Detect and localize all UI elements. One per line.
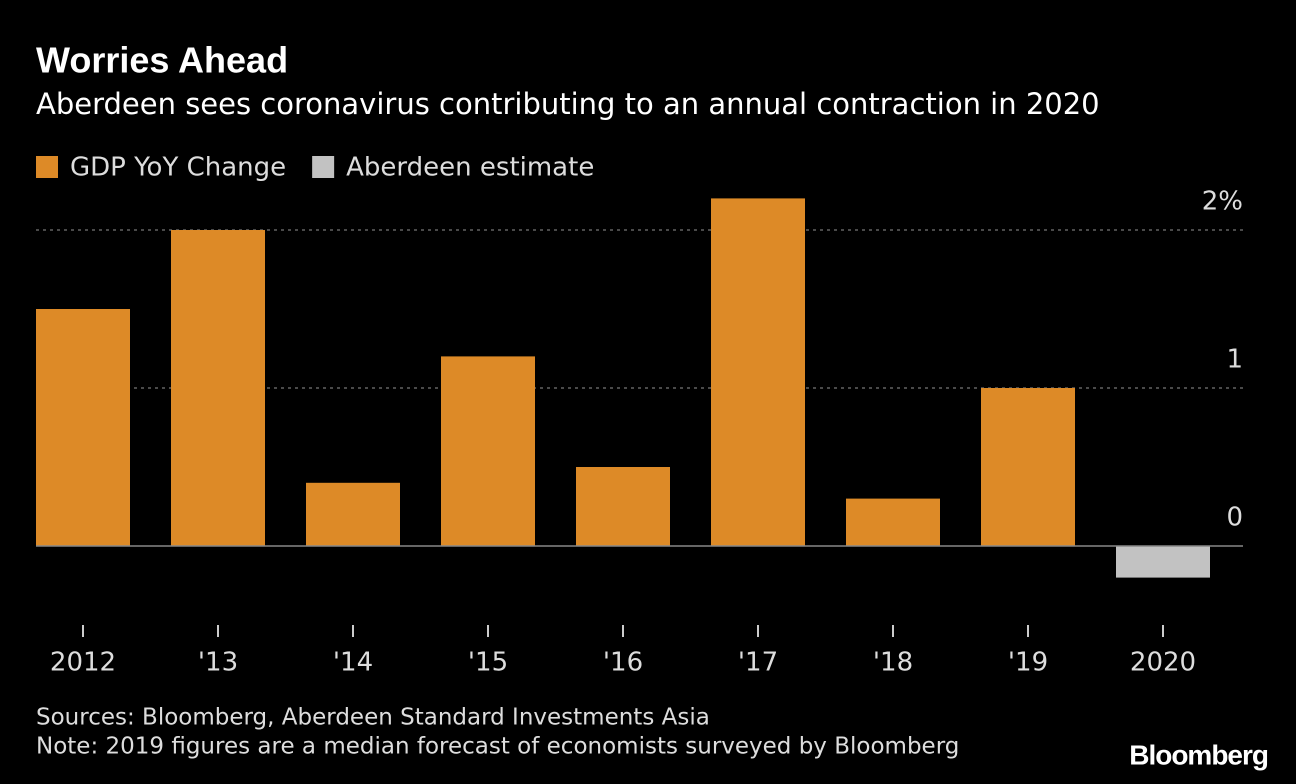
legend-label: Aberdeen estimate <box>346 153 594 183</box>
x-tick-label: '18 <box>873 648 913 678</box>
x-tick-label: '13 <box>198 648 238 678</box>
x-tick-label: '17 <box>738 648 778 678</box>
bar <box>846 498 940 546</box>
bar <box>171 230 265 546</box>
bar <box>711 198 805 546</box>
x-tick-label: '19 <box>1008 648 1048 678</box>
x-tick-label: 2020 <box>1130 648 1196 678</box>
bar <box>576 467 670 546</box>
y-tick-label: 2% <box>1202 187 1243 217</box>
logo: Bloomberg <box>1129 739 1268 770</box>
x-tick-label: '14 <box>333 648 373 678</box>
note: Note: 2019 figures are a median forecast… <box>36 734 959 760</box>
bar <box>36 309 130 546</box>
legend-swatch <box>312 156 335 178</box>
legend-swatch <box>36 156 58 178</box>
bar <box>981 388 1075 546</box>
x-tick-label: '15 <box>468 648 508 678</box>
bar <box>1116 546 1210 578</box>
bar <box>441 356 535 546</box>
x-tick-label: '16 <box>603 648 643 678</box>
source: Sources: Bloomberg, Aberdeen Standard In… <box>36 705 710 731</box>
y-tick-label: 1 <box>1226 345 1243 375</box>
x-tick-label: 2012 <box>50 648 116 678</box>
chart-subtitle: Aberdeen sees coronavirus contributing t… <box>36 87 1100 121</box>
legend-label: GDP YoY Change <box>70 153 286 183</box>
chart-title: Worries Ahead <box>36 40 288 81</box>
y-tick-label: 0 <box>1226 503 1243 533</box>
bar <box>306 482 400 546</box>
